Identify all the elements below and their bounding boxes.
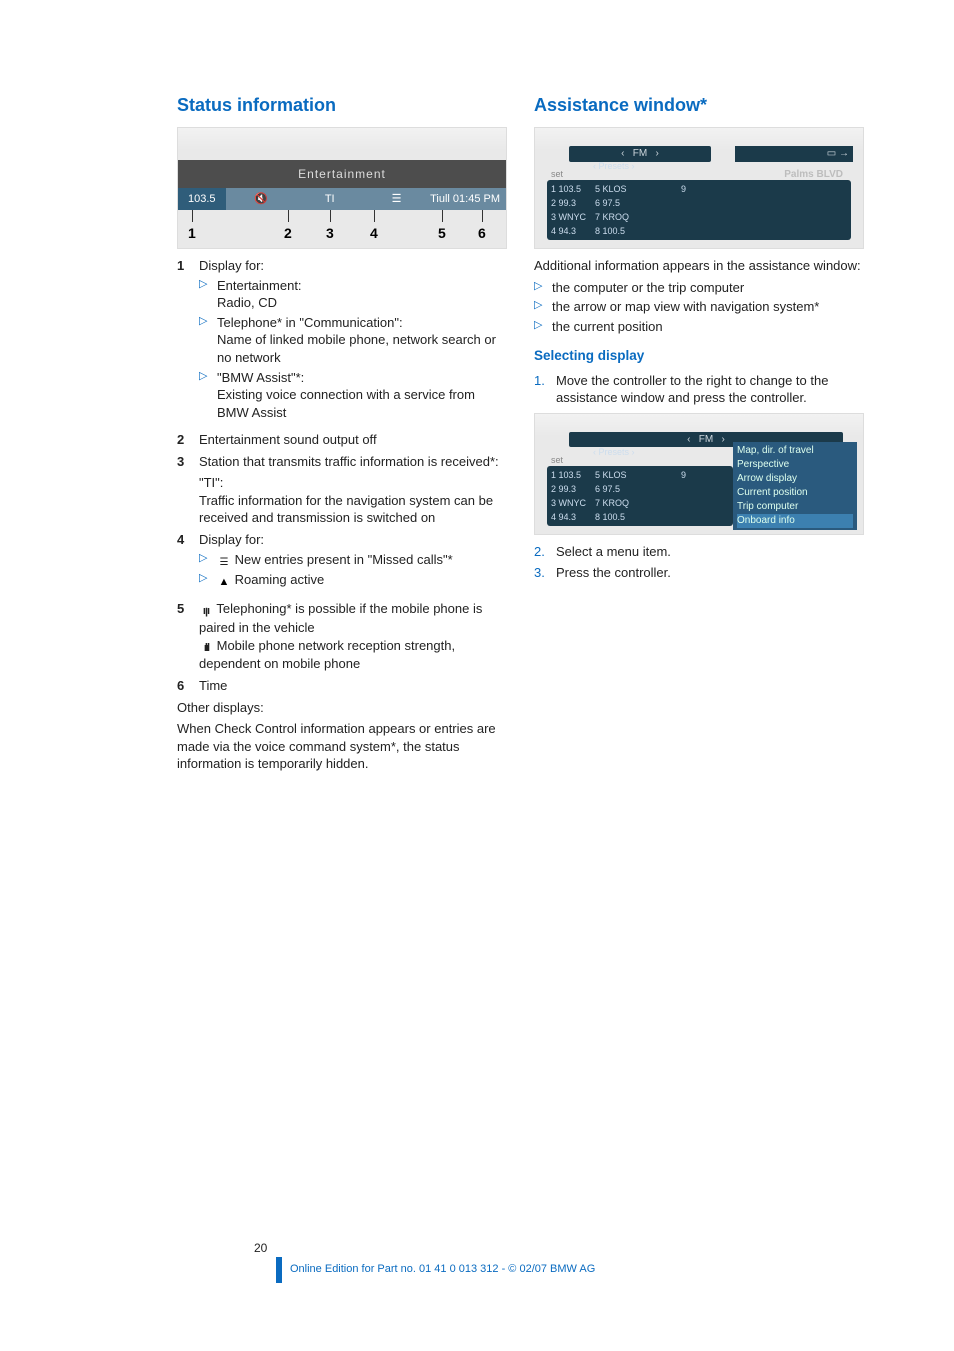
assistance-menu-overlay: Map, dir. of travel Perspective Arrow di…: [733, 442, 857, 530]
callout-6: 6: [478, 224, 486, 243]
menu-item: Map, dir. of travel: [737, 444, 853, 458]
def-5: 5 Telephoning* is possible if the mobile…: [177, 600, 505, 673]
callout-5: 5: [438, 224, 446, 243]
list-icon: ☰: [392, 192, 402, 207]
menu-item: Arrow display: [737, 472, 853, 486]
entertainment-label: Entertainment: [178, 160, 506, 188]
assistance-figure-1: ‹ FM › ▭ → ‹ Presets › Palms BLVD set 1 …: [534, 127, 864, 249]
set-label: set: [551, 168, 563, 180]
preset-table: set 1 103.55 KLOS9 2 99.36 97.5 3 WNYC7 …: [547, 180, 851, 240]
def-1-bullet-assist: "BMW Assist"*: Existing voice connection…: [199, 369, 505, 422]
def-6: 6 Time: [177, 677, 505, 695]
def-3: 3 Station that transmits traffic informa…: [177, 453, 505, 527]
page-number: 20: [254, 1241, 267, 1255]
menu-item: Perspective: [737, 458, 853, 472]
band-label: FM: [633, 148, 647, 159]
bullet-text: Roaming active: [235, 572, 325, 587]
def-4-lead: Display for:: [199, 532, 264, 547]
bullet-arrow-map: the arrow or map view with navigation sy…: [534, 298, 862, 316]
def-3-text: Station that transmits traffic informati…: [199, 454, 499, 469]
list-icon: [217, 555, 231, 570]
bullet-sub: Radio, CD: [217, 294, 505, 312]
triangle-up-icon: [217, 575, 231, 590]
other-displays-body: When Check Control information appears o…: [177, 720, 505, 773]
menu-item: Current position: [737, 486, 853, 500]
selecting-steps-2: Select a menu item. Press the controller…: [534, 543, 862, 582]
def-4-bullet-roaming: Roaming active: [199, 571, 505, 590]
content-columns: Status information Entertainment 103.5 🔇…: [177, 93, 862, 777]
assistance-window-heading: Assistance window*: [534, 93, 862, 117]
callout-1: 1: [188, 224, 196, 243]
status-icons-area: 🔇 TI ☰: [226, 192, 431, 207]
def-4: 4 Display for: New entries present in "M…: [177, 531, 505, 596]
page-number-accent: [276, 1257, 282, 1283]
status-bar-figure: Entertainment 103.5 🔇 TI ☰ Tiull 01:45 P…: [177, 127, 507, 249]
bullet-head: Telephone* in "Communication":: [217, 315, 403, 330]
menu-item: Trip computer: [737, 500, 853, 514]
preset-table: set 1 103.55 KLOS9 2 99.36 97.5 3 WNYC7 …: [547, 466, 733, 526]
presets-label: ‹ Presets ›: [593, 446, 635, 458]
bullet-sub: Name of linked mobile phone, network sea…: [217, 331, 505, 366]
status-info-heading: Status information: [177, 93, 505, 117]
callout-3: 3: [326, 224, 334, 243]
left-column: Status information Entertainment 103.5 🔇…: [177, 93, 505, 777]
callout-2: 2: [284, 224, 292, 243]
antenna-icon: [199, 604, 213, 619]
clock-display: Tiull 01:45 PM: [430, 192, 506, 207]
right-column: Assistance window* ‹ FM › ▭ → ‹ Presets …: [534, 93, 862, 777]
def-6-text: Time: [199, 677, 505, 695]
def-4-bullet-missed: New entries present in "Missed calls"*: [199, 551, 505, 570]
assistance-intro: Additional information appears in the as…: [534, 257, 862, 275]
assistance-figure-2: ‹ FM › ‹ Presets › set 1 103.55 KLOS9 2 …: [534, 413, 864, 535]
def-2: 2 Entertainment sound output off: [177, 431, 505, 449]
frequency-display: 103.5: [178, 188, 226, 210]
figure-callout-numbers: 1 2 3 4 5 6: [178, 224, 506, 246]
def-1-lead: Display for:: [199, 258, 264, 273]
bullet-sub: Existing voice connection with a service…: [217, 386, 505, 421]
set-label: set: [551, 454, 563, 466]
bullet-computer: the computer or the trip computer: [534, 279, 862, 297]
def-1-bullet-entertainment: Entertainment: Radio, CD: [199, 277, 505, 312]
def-3-ti-sub: Traffic information for the navigation s…: [199, 492, 505, 527]
def-3-ti: "TI":: [199, 474, 505, 492]
assistance-bullets: the computer or the trip computer the ar…: [534, 279, 862, 336]
page: iDrive Status information Entertainment …: [0, 0, 954, 1351]
def-1: 1 Display for: Entertainment: Radio, CD …: [177, 257, 505, 427]
status-definitions: 1 Display for: Entertainment: Radio, CD …: [177, 257, 505, 694]
selecting-steps-1: Move the controller to the right to chan…: [534, 372, 862, 407]
footer-line: Online Edition for Part no. 01 41 0 013 …: [290, 1263, 894, 1275]
status-bar-row: 103.5 🔇 TI ☰ Tiull 01:45 PM: [178, 188, 506, 210]
def-5-line1: Telephoning* is possible if the mobile p…: [199, 601, 482, 635]
signal-bars-icon: [199, 641, 213, 656]
menu-item-selected: Onboard info: [737, 514, 853, 528]
bullet-head: Entertainment:: [217, 278, 302, 293]
presets-label: ‹ Presets ›: [593, 160, 635, 172]
callout-4: 4: [370, 224, 378, 243]
selecting-display-heading: Selecting display: [534, 347, 862, 365]
step-3: Press the controller.: [534, 564, 862, 582]
mute-icon: 🔇: [254, 192, 268, 207]
def-2-text: Entertainment sound output off: [199, 431, 505, 449]
other-displays-head: Other displays:: [177, 699, 505, 717]
band-label: FM: [699, 434, 713, 445]
bullet-text: New entries present in "Missed calls"*: [235, 552, 453, 567]
bullet-head: "BMW Assist"*:: [217, 370, 304, 385]
ti-icon: TI: [325, 192, 335, 207]
step-1: Move the controller to the right to chan…: [534, 372, 862, 407]
bullet-current-position: the current position: [534, 318, 862, 336]
step-2: Select a menu item.: [534, 543, 862, 561]
def-5-line2: Mobile phone network reception strength,…: [199, 638, 455, 672]
def-1-bullet-telephone: Telephone* in "Communication": Name of l…: [199, 314, 505, 367]
